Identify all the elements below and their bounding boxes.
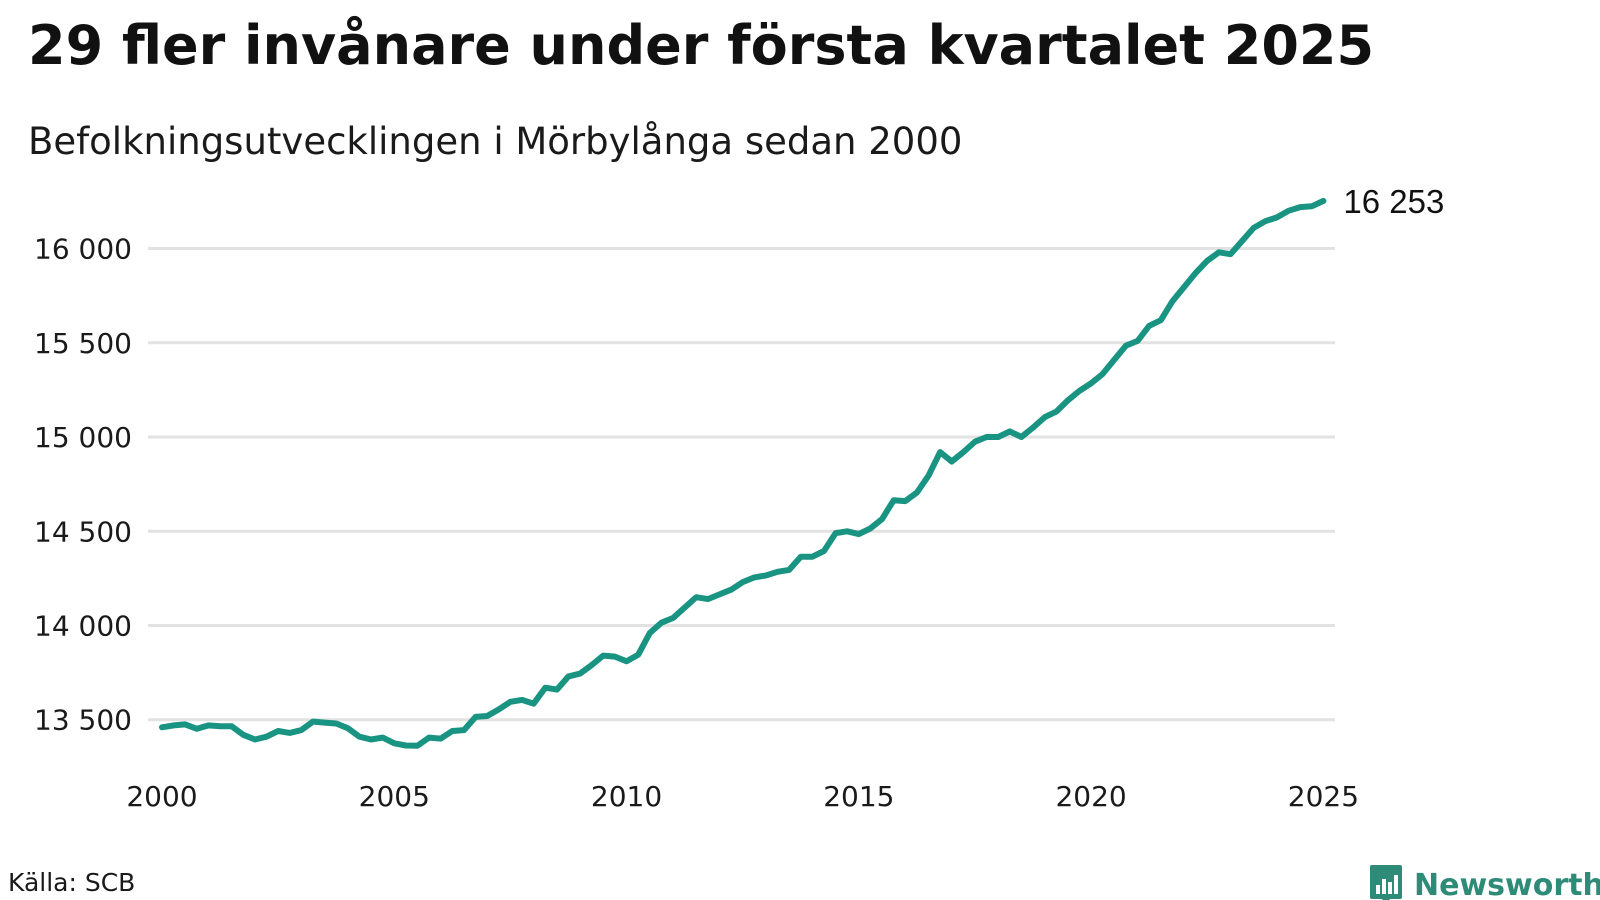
brand-name: Newsworthy <box>1414 867 1600 900</box>
y-tick-label: 15 000 <box>34 421 132 454</box>
x-tick-label: 2000 <box>126 780 197 813</box>
series-line-0 <box>159 197 1327 749</box>
x-tick-label: 2015 <box>823 780 894 813</box>
y-tick-label: 14 500 <box>34 515 132 548</box>
brand-logo: Newsworthy <box>1368 862 1600 900</box>
grid-lines <box>148 247 1335 722</box>
end-value-label: 16 253 <box>1343 183 1444 220</box>
y-tick-label: 14 000 <box>34 609 132 642</box>
chart-subtitle: Befolkningsutvecklingen i Mörbylånga sed… <box>28 120 963 163</box>
y-tick-label: 13 500 <box>34 704 132 737</box>
series-layer <box>159 197 1327 749</box>
x-tick-label: 2025 <box>1288 780 1359 813</box>
y-axis-ticks: 13 500 14 000 14 500 15 000 15 500 16 000 <box>34 233 132 737</box>
x-tick-label: 2010 <box>591 780 662 813</box>
source-note: Källa: SCB <box>8 868 136 897</box>
chart-title: 29 fler invånare under första kvartalet … <box>28 14 1375 77</box>
x-tick-label: 2005 <box>359 780 430 813</box>
bar-chart-badge-icon <box>1370 865 1402 900</box>
y-tick-label: 15 500 <box>34 327 132 360</box>
x-axis-ticks: 2000 2005 2010 2015 2020 2025 <box>126 780 1359 813</box>
y-tick-label: 16 000 <box>34 233 132 266</box>
end-label-layer: 16 253 <box>1343 183 1444 220</box>
x-tick-label: 2020 <box>1055 780 1126 813</box>
